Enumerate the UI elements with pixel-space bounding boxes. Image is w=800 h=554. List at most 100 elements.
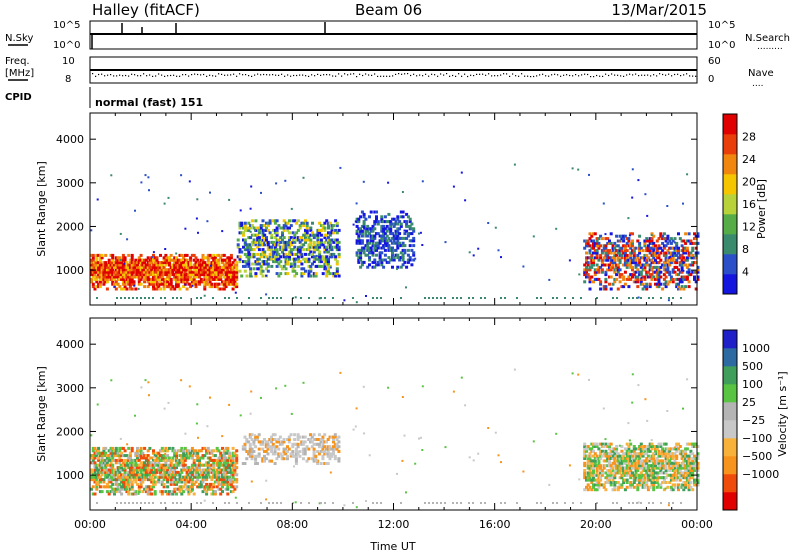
echo-cell [240,274,244,278]
echo-cell [650,481,654,484]
echo-cell [210,458,214,462]
echo-cell [332,450,335,453]
echo-cell [583,457,587,460]
echo-cell [150,466,154,470]
echo-cell [627,447,631,451]
echo-cell [245,243,249,247]
echo-cell [125,275,129,279]
echo-cell [120,458,124,462]
echo-cell [604,270,608,274]
echo-cell [140,297,142,299]
echo-cell [588,459,592,463]
echo-cell [648,239,652,243]
echo-cell [675,241,679,245]
echo-cell [238,248,242,252]
echo-cell [618,469,622,472]
echo-cell [167,277,171,281]
echo-cell [143,263,147,267]
echo-cell [201,490,205,494]
echo-cell [583,488,587,492]
echo-cell [266,240,270,244]
echo-cell [677,447,680,451]
echo-cell [132,280,136,284]
echo-cell [325,248,329,252]
echo-cell [139,446,143,450]
echo-cell [221,435,224,438]
echo-cell [224,275,228,279]
echo-cell [141,456,145,460]
echo-cell [410,239,414,243]
echo-cell [162,258,166,262]
echo-cell [696,241,700,245]
echo-cell [212,261,216,265]
nave-point [563,74,565,76]
echo-cell [141,466,145,470]
echo-cell [613,464,617,468]
echo-cell [325,250,329,254]
echo-cell [641,483,645,487]
echo-cell [615,464,619,468]
echo-cell [148,261,152,265]
echo-cell [219,470,223,474]
echo-cell [215,463,219,467]
echo-cell [595,471,599,475]
echo-cell [167,473,171,477]
echo-cell [277,438,281,441]
echo-cell [137,270,141,274]
echo-cell [650,445,654,448]
echo-cell [654,244,657,248]
echo-cell [597,265,601,269]
echo-cell [652,275,656,279]
echo-cell [323,267,327,271]
nave-point [428,75,430,77]
echo-cell [95,275,99,279]
echo-cell [323,226,327,230]
echo-cell [281,233,284,237]
echo-cell [275,272,279,276]
echo-cell [634,258,638,262]
echo-cell [540,297,542,299]
echo-cell [611,449,615,453]
echo-cell [301,450,305,453]
echo-cell [250,433,254,437]
echo-cell [180,454,184,458]
echo-cell [325,269,329,273]
echo-cell [157,275,161,279]
echo-cell [408,258,412,262]
echo-cell [104,280,108,284]
echo-cell [187,273,191,277]
echo-cell [90,468,93,472]
echo-cell [271,445,275,449]
echo-cell [689,273,693,277]
echo-cell [307,260,311,264]
echo-cell [376,232,380,236]
nave-point [665,74,667,76]
echo-cell [213,282,217,286]
echo-cell [187,468,191,472]
echo-cell [273,221,277,225]
echo-cell [256,238,260,242]
echo-cell [104,253,108,257]
echo-cell [116,485,120,489]
echo-cell [123,478,127,482]
echo-cell [675,442,679,446]
echo-cell [316,438,320,441]
echo-cell [685,270,689,274]
echo-cell [608,481,611,484]
echo-cell [376,260,380,264]
echo-cell [316,231,320,235]
echo-cell [659,246,663,250]
echo-cell [123,262,126,265]
echo-cell [634,454,638,458]
echo-cell [616,265,620,269]
echo-cell [201,265,205,269]
echo-cell [226,478,230,482]
echo-cell [166,468,170,472]
echo-cell [123,482,127,486]
nave-point [182,74,184,76]
echo-cell [279,255,283,259]
echo-cell [357,260,361,264]
echo-cell [273,438,277,441]
echo-cell [634,265,638,269]
echo-cell [671,488,675,492]
